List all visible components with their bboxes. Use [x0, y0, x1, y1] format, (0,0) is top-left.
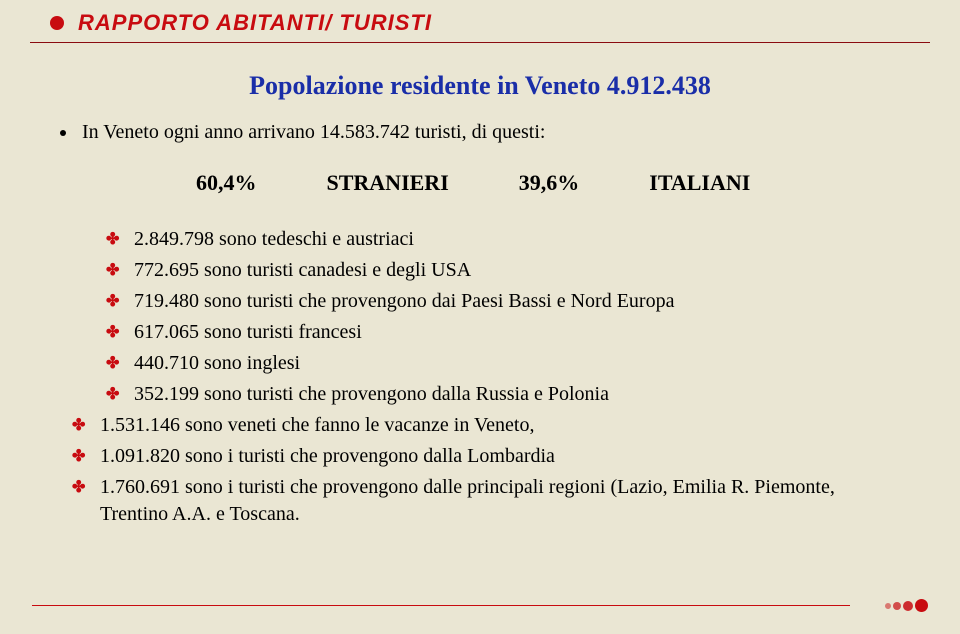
stat-line: ✤ 1.091.820 sono i turisti che provengono… — [72, 443, 900, 470]
clover-icon: ✤ — [106, 229, 122, 251]
stat-line: ✤ 1.531.146 sono veneti che fanno le vaca… — [72, 412, 900, 439]
clover-icon: ✤ — [72, 446, 88, 468]
clover-icon: ✤ — [72, 477, 88, 499]
percent-2: 39,6% — [519, 168, 580, 198]
header: RAPPORTO ABITANTI/ TURISTI — [30, 0, 930, 43]
stat-text: 1.531.146 sono veneti che fanno le vacan… — [100, 412, 535, 439]
percent-2-label: ITALIANI — [649, 168, 750, 198]
clover-icon: ✤ — [106, 353, 122, 375]
stat-text: 772.695 sono turisti canadesi e degli US… — [134, 257, 471, 284]
stats-list: ✤ 2.849.798 sono tedeschi e austriaci ✤ 772… — [60, 226, 900, 528]
clover-icon: ✤ — [72, 415, 88, 437]
bullet-icon — [60, 130, 66, 136]
header-bullet-icon — [50, 16, 64, 30]
clover-icon: ✤ — [106, 384, 122, 406]
percent-1-label: STRANIERI — [327, 168, 449, 198]
stat-line: ✤ 719.480 sono turisti che provengono dai… — [72, 288, 900, 315]
clover-icon: ✤ — [106, 322, 122, 344]
content: In Veneto ogni anno arrivano 14.583.742 … — [0, 119, 960, 528]
footer-dots-icon — [883, 599, 928, 612]
stat-text: 440.710 sono inglesi — [134, 350, 300, 377]
stat-line: ✤ 2.849.798 sono tedeschi e austriaci — [72, 226, 900, 253]
stat-text: 352.199 sono turisti che provengono dall… — [134, 381, 609, 408]
stat-line: ✤ 1.760.691 sono i turisti che provengono… — [72, 474, 900, 528]
footer-line — [32, 605, 850, 606]
stat-text: 617.065 sono turisti francesi — [134, 319, 362, 346]
clover-icon: ✤ — [106, 291, 122, 313]
stat-line: ✤ 617.065 sono turisti francesi — [72, 319, 900, 346]
stat-text: 1.760.691 sono i turisti che provengono … — [100, 474, 900, 528]
stat-text: 2.849.798 sono tedeschi e austriaci — [134, 226, 414, 253]
stat-line: ✤ 352.199 sono turisti che provengono dal… — [72, 381, 900, 408]
stat-line: ✤ 772.695 sono turisti canadesi e degli U… — [72, 257, 900, 284]
page-title: RAPPORTO ABITANTI/ TURISTI — [78, 10, 432, 36]
clover-icon: ✤ — [106, 260, 122, 282]
subtitle: Popolazione residente in Veneto 4.912.43… — [0, 71, 960, 101]
intro-line: In Veneto ogni anno arrivano 14.583.742 … — [60, 119, 900, 146]
stat-line: ✤ 440.710 sono inglesi — [72, 350, 900, 377]
percent-row: 60,4% STRANIERI 39,6% ITALIANI — [60, 168, 900, 198]
stat-text: 1.091.820 sono i turisti che provengono … — [100, 443, 555, 470]
stat-text: 719.480 sono turisti che provengono dai … — [134, 288, 674, 315]
percent-1: 60,4% — [196, 168, 257, 198]
intro-text: In Veneto ogni anno arrivano 14.583.742 … — [82, 119, 545, 146]
